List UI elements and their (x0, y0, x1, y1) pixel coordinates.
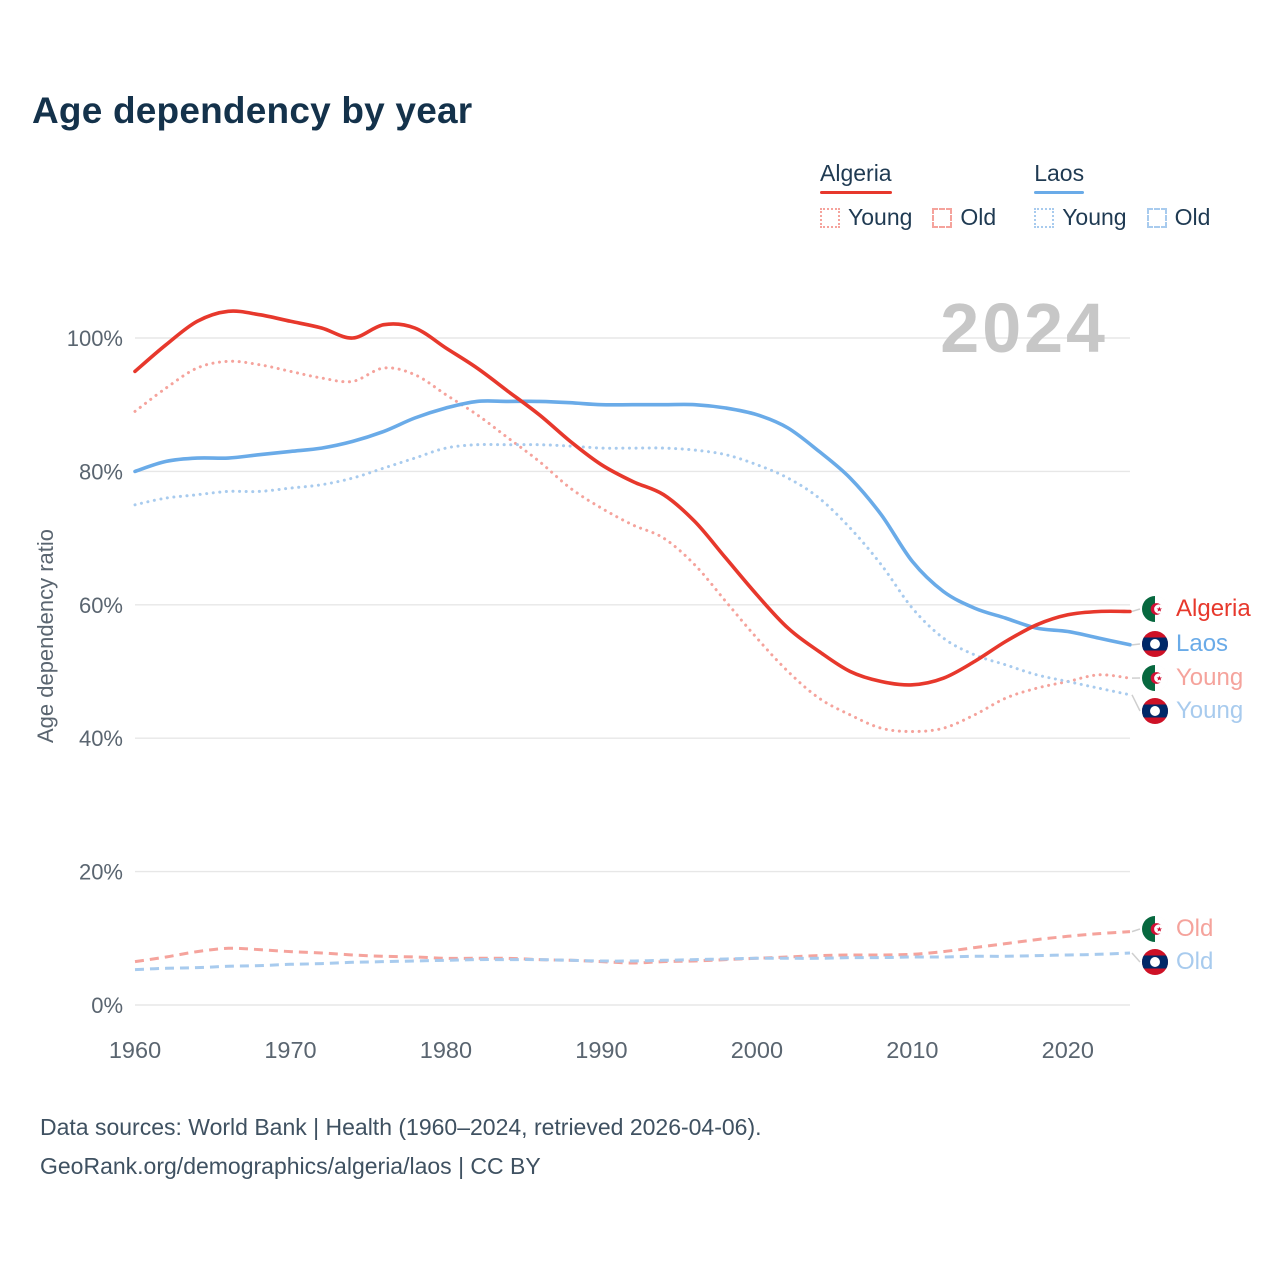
end-label-connector (1131, 643, 1141, 646)
laos-flag-icon (1142, 949, 1168, 975)
data-sources-line: Data sources: World Bank | Health (1960–… (40, 1114, 762, 1140)
end-label-text: Old (1176, 915, 1214, 942)
y-tick-label: 100% (67, 326, 123, 351)
y-tick-label: 60% (79, 593, 123, 618)
end-label-algeria-young: Young (1142, 664, 1244, 691)
legend-algeria-items: Young Old (820, 204, 996, 231)
y-tick-label: 0% (91, 993, 123, 1018)
year-watermark: 2024 (940, 289, 1108, 367)
x-tick-label: 1980 (420, 1037, 472, 1063)
legend-laos-items: Young Old (1034, 204, 1210, 231)
dashed-line-swatch-icon (932, 207, 953, 228)
legend-laos-label: Laos (1034, 160, 1085, 186)
end-label-text: Laos (1176, 630, 1229, 657)
legend-group-laos: Laos Young Old (1034, 160, 1210, 231)
legend-item-laos-young[interactable]: Young (1034, 204, 1127, 231)
page-title: Age dependency by year (32, 90, 473, 131)
dotted-line-swatch-icon (1034, 207, 1055, 228)
legend-algeria-header: Algeria (820, 160, 892, 194)
legend-laos-young-label: Young (1062, 204, 1127, 230)
algeria-solid-line-swatch (820, 191, 892, 194)
algeria-flag-icon (1142, 916, 1168, 942)
legend-item-algeria-young[interactable]: Young (820, 204, 912, 231)
dotted-line-swatch-icon (820, 207, 840, 228)
series-line-algeria-old (134, 930, 1131, 965)
legend-laos-header: Laos (1034, 160, 1085, 194)
series-line-laos (133, 399, 1132, 647)
legend-algeria-label: Algeria (820, 160, 892, 186)
end-label-laos-old: Old (1142, 948, 1214, 975)
laos-flag-icon (1142, 698, 1168, 724)
end-label-algeria-algeria: Algeria (1142, 595, 1251, 622)
x-tick-label: 1990 (575, 1037, 627, 1063)
end-label-laos-laos: Laos (1142, 630, 1229, 657)
legend-algeria-young-label: Young (848, 204, 913, 230)
laos-solid-line-swatch (1034, 191, 1085, 194)
x-tick-label: 2000 (731, 1037, 783, 1063)
y-tick-label: 40% (79, 726, 123, 751)
end-label-text: Young (1176, 697, 1244, 724)
series-line-algeria-young (133, 359, 1132, 733)
x-tick-label: 1960 (109, 1037, 161, 1063)
algeria-flag-icon (1142, 665, 1168, 691)
x-tick-label: 2020 (1042, 1037, 1094, 1063)
legend-item-laos-old[interactable]: Old (1146, 204, 1211, 231)
algeria-flag-icon (1142, 596, 1168, 622)
series-line-laos-young (133, 442, 1132, 697)
end-label-connector (1131, 952, 1141, 963)
laos-flag-icon (1142, 631, 1168, 657)
legend-group-algeria: Algeria Young Old (820, 160, 996, 231)
legend-algeria-old-label: Old (960, 204, 997, 230)
series-line-laos-old (134, 951, 1131, 972)
x-tick-label: 2010 (886, 1037, 938, 1063)
end-label-text: Old (1176, 948, 1214, 975)
dashed-line-swatch-icon (1146, 207, 1167, 228)
y-axis-title: Age dependency ratio (33, 528, 58, 744)
y-tick-label: 20% (79, 860, 123, 885)
end-label-laos-young: Young (1142, 697, 1244, 724)
legend-item-algeria-old[interactable]: Old (932, 204, 996, 231)
end-label-algeria-old: Old (1142, 915, 1214, 942)
footer: Data sources: World Bank | Health (1960–… (40, 1108, 762, 1186)
x-tick-label: 1970 (264, 1037, 316, 1063)
attribution-line: GeoRank.org/demographics/algeria/laos | … (40, 1153, 541, 1180)
end-label-text: Young (1176, 664, 1244, 691)
end-label-connector (1131, 694, 1141, 712)
end-label-connector (1131, 928, 1141, 933)
end-label-text: Algeria (1176, 595, 1251, 622)
end-label-connector (1131, 608, 1141, 613)
y-tick-label: 80% (79, 459, 123, 484)
legend-laos-old-label: Old (1174, 204, 1211, 230)
chart-legend: Algeria Young Old Laos Young (820, 160, 1210, 231)
series-line-algeria (133, 309, 1132, 687)
